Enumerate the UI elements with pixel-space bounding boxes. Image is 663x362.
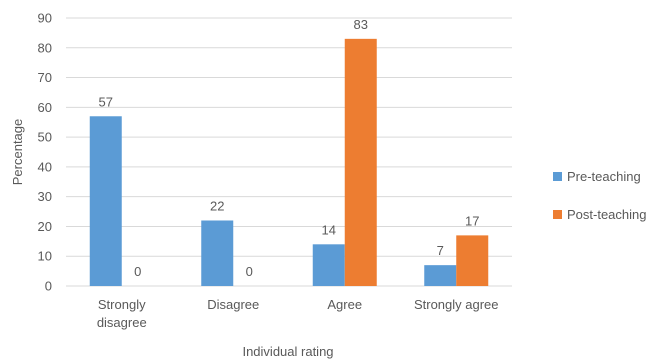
y-tick-label: 30: [38, 189, 52, 204]
y-axis-title: Percentage: [10, 119, 25, 186]
y-tick-label: 10: [38, 249, 52, 264]
data-labels: 57 22 14 7 0 0 83 17: [99, 17, 480, 279]
x-axis-title: Individual rating: [242, 344, 333, 359]
data-label: 17: [465, 213, 479, 228]
y-axis-ticks: 0 10 20 30 40 50 60 70 80 90: [38, 11, 52, 294]
x-category-label: disagree: [97, 315, 147, 330]
y-tick-label: 60: [38, 100, 52, 115]
legend-swatch: [553, 172, 562, 181]
y-tick-label: 0: [45, 279, 52, 294]
y-tick-label: 50: [38, 130, 52, 145]
data-label: 14: [322, 222, 336, 237]
x-category-label: Strongly agree: [414, 297, 499, 312]
data-label: 0: [246, 264, 253, 279]
data-label: 57: [99, 94, 113, 109]
bars: [89, 38, 489, 287]
x-axis-categories: Strongly disagree Disagree Agree Strongly ag…: [97, 297, 499, 330]
legend-label: Post-teaching: [567, 207, 647, 222]
data-label: 83: [354, 17, 368, 32]
x-category-label: Agree: [327, 297, 362, 312]
y-tick-label: 90: [38, 11, 52, 26]
data-label: 7: [437, 243, 444, 258]
x-category-label: Strongly: [98, 297, 146, 312]
y-tick-label: 70: [38, 70, 52, 85]
legend: Pre-teaching Post-teaching: [553, 169, 647, 222]
bar-pre-2: [312, 244, 345, 286]
bar-post-3: [456, 235, 489, 286]
y-tick-label: 20: [38, 219, 52, 234]
gridlines: [66, 17, 512, 287]
data-label: 22: [210, 198, 224, 213]
bar-pre-1: [201, 220, 234, 286]
y-tick-label: 80: [38, 40, 52, 55]
bar-post-2: [344, 38, 377, 286]
legend-label: Pre-teaching: [567, 169, 641, 184]
bar-pre-3: [424, 265, 457, 286]
bar-pre-0: [89, 116, 122, 287]
x-category-label: Disagree: [207, 297, 259, 312]
legend-swatch: [553, 210, 562, 219]
data-label: 0: [134, 264, 141, 279]
y-tick-label: 40: [38, 159, 52, 174]
